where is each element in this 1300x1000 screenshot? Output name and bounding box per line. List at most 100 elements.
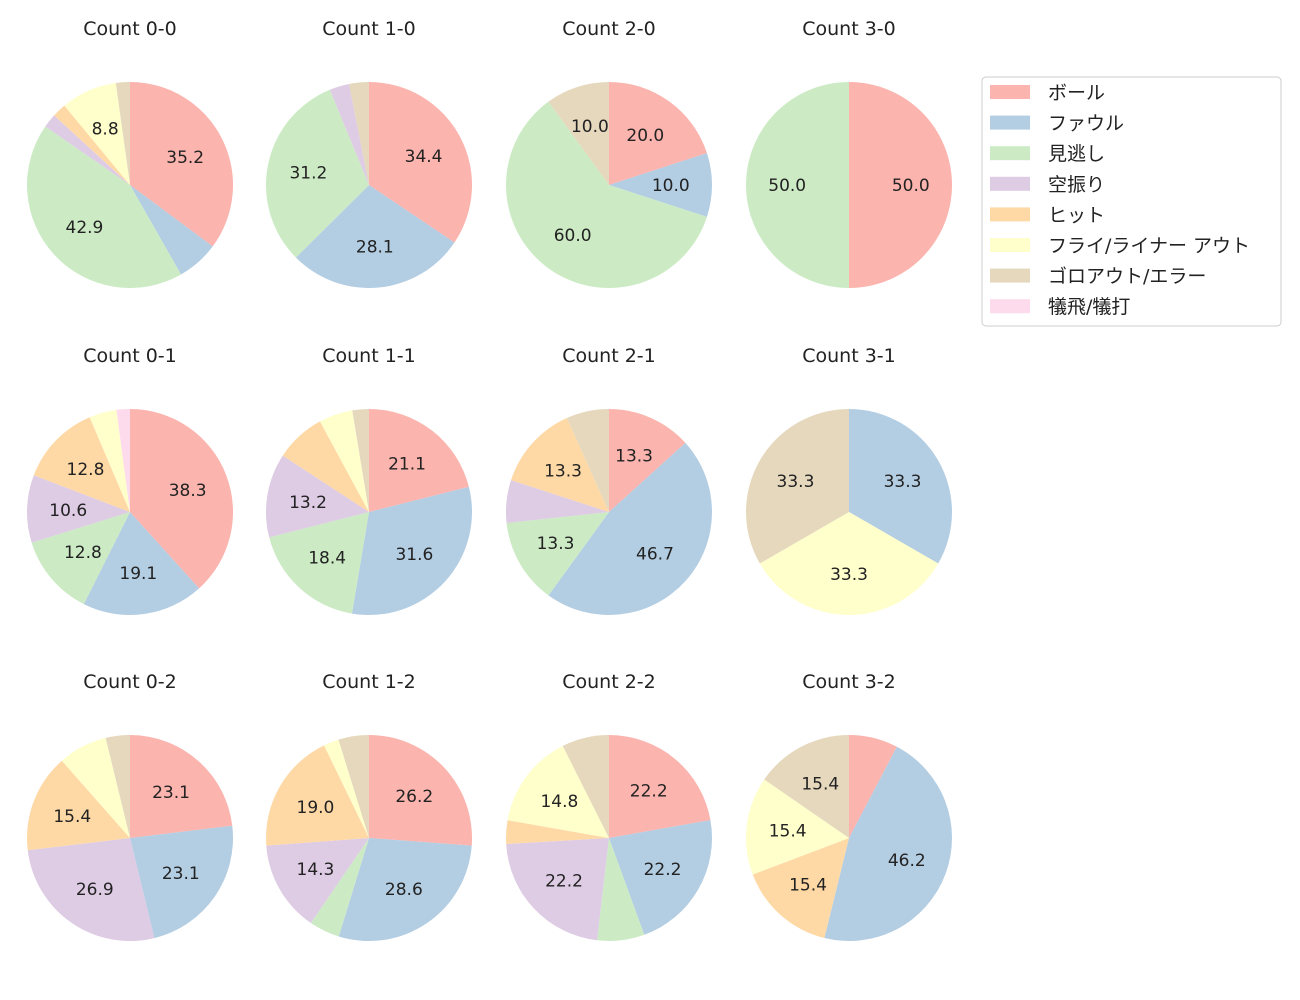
pie-slice <box>609 82 707 185</box>
pie-slice <box>746 82 849 288</box>
pie-slice <box>319 410 369 512</box>
pie-slice <box>130 185 213 275</box>
pie-slice <box>849 735 897 838</box>
pie-slice <box>45 115 130 185</box>
pie-slice <box>849 409 952 564</box>
pie-slice <box>61 737 131 838</box>
pie-slice <box>266 455 369 538</box>
pie-slice <box>745 409 849 564</box>
pie-slice <box>115 82 130 185</box>
slice-label: 23.1 <box>152 783 190 803</box>
pie-slice <box>310 838 369 937</box>
slice-label: 50.0 <box>892 176 930 196</box>
slice-label: 26.2 <box>395 787 433 807</box>
legend-label: ヒット <box>1048 204 1105 226</box>
pie-slice <box>26 760 131 851</box>
pie-slice <box>130 409 233 589</box>
pie-slice <box>105 735 130 838</box>
slice-label: 22.2 <box>630 782 668 802</box>
pie-title: Count 2-0 <box>562 18 656 40</box>
slice-label: 15.4 <box>789 875 827 895</box>
pie-count-2-0: Count 2-0 20.0 10.0 60.0 10.0 <box>506 18 712 289</box>
pie-slice <box>338 735 369 838</box>
pie-count-3-1: Count 3-1 33.3 33.3 33.3 <box>745 345 952 615</box>
pie-title: Count 0-0 <box>83 18 177 40</box>
pie-slice <box>597 838 645 942</box>
pie-title: Count 3-1 <box>802 345 896 367</box>
slice-label: 50.0 <box>768 176 806 196</box>
pie-count-1-1: Count 1-1 21.1 31.6 18.4 13.2 <box>266 345 472 615</box>
slice-label: 26.9 <box>76 880 114 900</box>
pie-slice <box>745 779 849 875</box>
pie-count-0-1: Count 0-1 38.3 19.1 12.8 10.6 12.8 <box>27 345 233 615</box>
pie-title: Count 1-0 <box>322 18 416 40</box>
pie-slice <box>130 82 233 247</box>
pie-slice <box>609 735 711 838</box>
slice-label: 33.3 <box>777 472 815 492</box>
pie-slice <box>329 83 369 185</box>
slice-label: 31.6 <box>395 545 433 565</box>
legend-label: ゴロアウト/エラー <box>1048 266 1206 288</box>
slice-label: 15.4 <box>801 774 839 794</box>
pie-slice <box>130 735 233 838</box>
slice-label: 20.0 <box>626 126 664 146</box>
pie-slice <box>824 746 953 942</box>
pie-slice <box>266 838 369 924</box>
pie-count-0-2: Count 0-2 23.1 23.1 26.9 15.4 <box>26 671 233 941</box>
pie-slice <box>369 735 472 846</box>
legend-swatch <box>990 85 1030 99</box>
slice-label: 46.2 <box>888 851 926 871</box>
slice-label: 13.3 <box>544 462 582 482</box>
slice-label: 28.1 <box>356 238 394 258</box>
pie-slice <box>369 82 472 243</box>
pie-slice <box>369 409 469 512</box>
pie-slice <box>282 421 369 512</box>
pie-slice <box>548 442 712 615</box>
legend-swatch <box>990 238 1030 252</box>
slice-label: 14.8 <box>540 792 578 812</box>
slice-label: 33.3 <box>830 565 868 585</box>
slice-label: 46.7 <box>636 544 674 564</box>
slice-label: 13.2 <box>289 493 327 513</box>
pie-slice <box>352 409 369 512</box>
pie-slice <box>266 89 369 258</box>
slice-label: 15.4 <box>53 807 91 827</box>
pie-title: Count 2-1 <box>562 345 656 367</box>
slice-label: 12.8 <box>67 460 105 480</box>
pie-slice <box>116 409 130 512</box>
slice-label: 60.0 <box>554 226 592 246</box>
pie-title: Count 3-0 <box>802 18 896 40</box>
pie-title: Count 0-1 <box>83 345 177 367</box>
pie-slice <box>764 735 849 838</box>
slice-label: 13.3 <box>537 534 575 554</box>
slice-label: 21.1 <box>388 454 426 474</box>
slice-label: 38.3 <box>169 481 207 501</box>
pie-slice <box>130 825 233 939</box>
pie-slice <box>506 480 609 523</box>
pie-count-1-0: Count 1-0 34.4 28.1 31.2 <box>266 18 472 288</box>
pie-slice <box>609 820 712 935</box>
pie-title: Count 3-2 <box>802 671 896 693</box>
pie-slice <box>31 512 130 605</box>
legend-label: 空振り <box>1048 174 1105 196</box>
pie-slice <box>269 512 369 614</box>
legend-swatch <box>990 146 1030 161</box>
pie-slice <box>89 409 130 512</box>
pie-slice <box>506 101 707 289</box>
pie-slice <box>759 512 939 615</box>
pie-title: Count 2-2 <box>562 671 656 693</box>
slice-label: 28.6 <box>385 880 423 900</box>
pie-slice <box>506 820 609 844</box>
pie-slice <box>295 185 455 288</box>
pie-slice <box>54 105 130 185</box>
slice-label: 10.0 <box>571 117 609 137</box>
pie-slice <box>83 512 200 615</box>
slice-label: 34.4 <box>405 147 443 167</box>
slice-label: 15.4 <box>769 822 807 842</box>
pie-slice <box>26 126 181 289</box>
slice-label: 18.4 <box>308 548 346 568</box>
legend-label: 見逃し <box>1048 143 1105 165</box>
pie-count-2-1: Count 2-1 13.3 46.7 13.3 13.3 <box>506 345 712 615</box>
